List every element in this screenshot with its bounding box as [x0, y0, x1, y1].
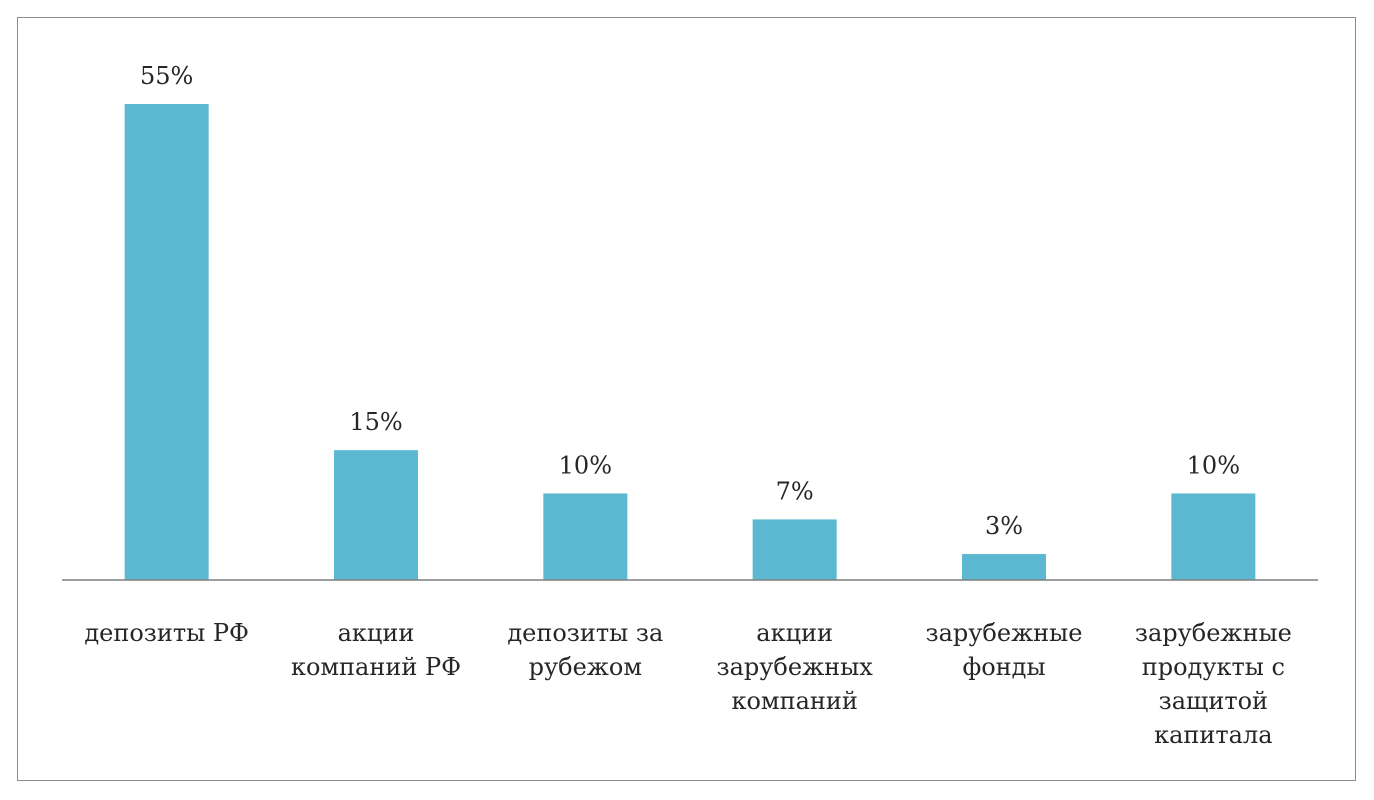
- bar-3: [752, 519, 837, 580]
- data-label-3: 7%: [776, 477, 814, 505]
- category-label-1: акции компаний РФ: [291, 619, 461, 681]
- category-label-line: депозиты РФ: [84, 619, 249, 647]
- category-label-line: компаний: [731, 687, 857, 715]
- bar-0: [124, 104, 209, 580]
- category-label-line: фонды: [962, 653, 1045, 681]
- data-label-4: 3%: [985, 512, 1023, 540]
- category-label-line: акции: [338, 619, 415, 647]
- category-label-line: продукты с: [1142, 653, 1285, 681]
- data-label-1: 15%: [349, 408, 402, 436]
- category-label-line: зарубежных: [717, 653, 874, 681]
- bar-5: [1171, 493, 1256, 580]
- category-label-line: депозиты за: [507, 619, 663, 647]
- category-label-line: рубежом: [529, 653, 642, 681]
- category-label-line: акции: [756, 619, 833, 647]
- data-label-5: 10%: [1187, 451, 1240, 479]
- bar-4: [962, 554, 1046, 580]
- bar-2: [543, 493, 628, 580]
- category-label-5: зарубежные продукты с защитой капитала: [1135, 619, 1292, 749]
- data-label-0: 55%: [140, 62, 193, 90]
- category-label-3: акции зарубежных компаний: [717, 619, 874, 715]
- chart-frame: [17, 17, 1356, 781]
- category-label-line: зарубежные: [926, 619, 1083, 647]
- category-label-4: зарубежные фонды: [926, 619, 1083, 681]
- category-label-line: защитой: [1159, 687, 1268, 715]
- category-label-2: депозиты за рубежом: [507, 619, 663, 681]
- category-label-line: капитала: [1154, 721, 1272, 749]
- category-label-0: депозиты РФ: [84, 619, 249, 647]
- bar-1: [334, 450, 418, 580]
- category-label-line: компаний РФ: [291, 653, 461, 681]
- data-label-2: 10%: [559, 451, 612, 479]
- category-label-line: зарубежные: [1135, 619, 1292, 647]
